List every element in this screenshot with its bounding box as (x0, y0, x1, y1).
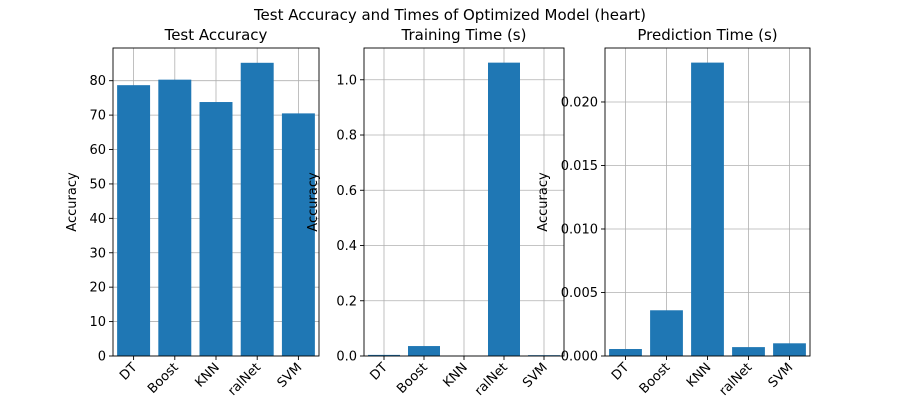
bar-knn (199, 102, 233, 356)
bar-boost (650, 310, 683, 356)
y-tick-label: 0.000 (561, 350, 598, 365)
y-tick-label: 0.005 (561, 286, 598, 301)
y-tick-label: 0.8 (336, 129, 357, 144)
y-tick-label: 0.015 (561, 159, 598, 174)
bar-dt (609, 349, 642, 356)
y-tick-label: 30 (89, 246, 106, 261)
chart-title: Test Accuracy (164, 26, 268, 44)
chart-title: Training Time (s) (401, 26, 527, 44)
y-tick-label: 0.0 (336, 350, 357, 365)
figure-suptitle: Test Accuracy and Times of Optimized Mod… (253, 6, 646, 24)
y-tick-label: 0.2 (336, 294, 357, 309)
bar-neuralnet (488, 62, 520, 357)
y-tick-label: 20 (89, 281, 106, 296)
bar-boost (158, 79, 192, 356)
y-tick-label: 0.4 (336, 239, 357, 254)
y-tick-label: 60 (89, 143, 106, 158)
bar-boost (408, 346, 440, 356)
y-tick-label: 70 (89, 109, 106, 124)
y-tick-label: 0.020 (561, 95, 598, 110)
bar-dt (368, 354, 400, 356)
bar-dt (117, 85, 151, 357)
y-axis-label: Accuracy (65, 172, 80, 232)
y-axis-label: Accuracy (306, 172, 321, 232)
y-tick-label: 40 (89, 212, 106, 227)
y-tick-label: 0 (98, 350, 106, 365)
bar-svm (281, 113, 315, 357)
bar-knn (691, 62, 724, 356)
y-tick-label: 0.010 (561, 222, 598, 237)
y-axis-label: Accuracy (536, 172, 551, 232)
y-tick-label: 50 (89, 177, 106, 192)
y-tick-label: 1.0 (336, 73, 357, 88)
y-tick-label: 80 (89, 74, 106, 89)
bar-svm (773, 343, 806, 356)
chart-title: Prediction Time (s) (637, 26, 777, 44)
y-tick-label: 10 (89, 315, 106, 330)
bar-neuralnet (240, 62, 274, 357)
bar-neuralnet (732, 347, 765, 356)
y-tick-label: 0.6 (336, 184, 357, 199)
